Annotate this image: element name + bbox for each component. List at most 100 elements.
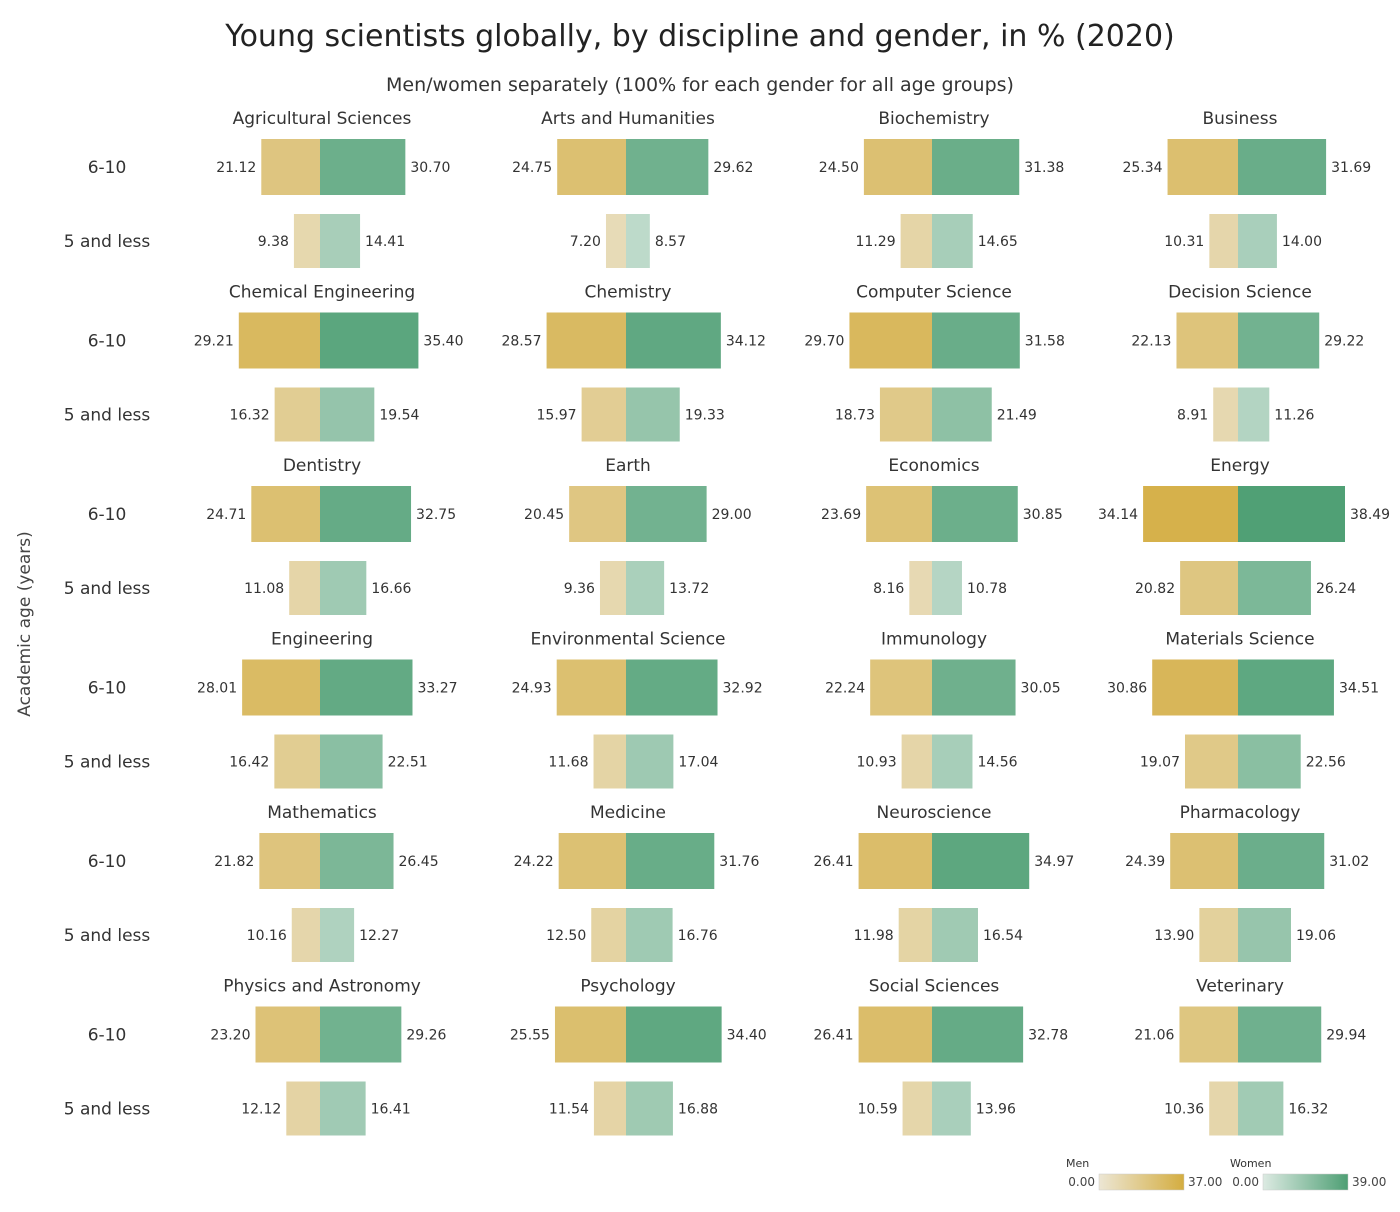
legend-women-gradient	[1262, 1173, 1349, 1191]
bar-women-engineering-6-10	[320, 659, 413, 716]
label-women-environmental-science-5-and-less: 17.04	[678, 755, 718, 771]
bar-women-dentistry-5-and-less	[320, 561, 367, 615]
panels-group: 6-10 5 and less 6-10 5 and less 6-10 5 and le…	[64, 109, 1390, 1136]
bar-women-social-sciences-5-and-less	[932, 1081, 971, 1136]
bar-men-veterinary-6-10	[1179, 1006, 1238, 1063]
bar-women-veterinary-6-10	[1238, 1006, 1322, 1063]
bar-women-chemical-engineering-6-10	[320, 312, 419, 369]
chart-title: Young scientists globally, by discipline…	[224, 19, 1175, 54]
label-men-materials-science-5-and-less: 19.07	[1140, 755, 1180, 771]
bar-women-energy-6-10	[1238, 486, 1346, 542]
label-women-agricultural-sciences-6-10: 30.70	[410, 160, 450, 176]
label-men-energy-5-and-less: 20.82	[1135, 581, 1175, 597]
bar-men-computer-science-5-and-less	[879, 387, 932, 442]
bar-women-immunology-5-and-less	[932, 734, 973, 789]
label-men-immunology-5-and-less: 10.93	[857, 755, 897, 771]
label-men-immunology-6-10: 22.24	[825, 681, 865, 697]
row-label-5-and-less: 5 and less	[64, 1100, 151, 1120]
label-women-social-sciences-6-10: 32.78	[1028, 1028, 1068, 1044]
label-men-neuroscience-5-and-less: 11.98	[854, 928, 894, 944]
bar-women-business-5-and-less	[1238, 214, 1277, 268]
bar-women-agricultural-sciences-6-10	[320, 139, 406, 195]
bar-men-economics-5-and-less	[909, 561, 932, 615]
legend-men-max: 37.00	[1188, 1175, 1222, 1189]
y-axis-title: Academic age (years)	[15, 531, 35, 717]
row-label-6-10: 6-10	[88, 679, 127, 699]
bar-men-neuroscience-5-and-less	[898, 908, 932, 962]
label-women-mathematics-6-10: 26.45	[399, 854, 439, 870]
bar-women-chemical-engineering-5-and-less	[320, 387, 375, 442]
label-women-economics-6-10: 30.85	[1023, 507, 1063, 523]
label-women-pharmacology-6-10: 31.02	[1329, 854, 1369, 870]
label-men-veterinary-5-and-less: 10.36	[1164, 1102, 1204, 1118]
panel-title-decision-science: Decision Science	[1168, 283, 1312, 303]
label-men-social-sciences-5-and-less: 10.59	[857, 1102, 897, 1118]
bar-men-energy-6-10	[1143, 486, 1238, 542]
label-women-veterinary-5-and-less: 16.32	[1288, 1102, 1328, 1118]
panel-title-biochemistry: Biochemistry	[878, 109, 989, 129]
bar-men-environmental-science-5-and-less	[593, 734, 626, 789]
panel-title-agricultural-sciences: Agricultural Sciences	[233, 109, 412, 129]
bar-men-business-6-10	[1167, 139, 1238, 195]
row-label-5-and-less: 5 and less	[64, 753, 151, 773]
bar-women-economics-6-10	[932, 486, 1018, 542]
label-women-engineering-5-and-less: 22.51	[388, 755, 428, 771]
bar-women-pharmacology-5-and-less	[1238, 908, 1291, 962]
bar-men-engineering-6-10	[242, 659, 320, 716]
bar-women-economics-5-and-less	[932, 561, 962, 615]
label-men-veterinary-6-10: 21.06	[1134, 1028, 1174, 1044]
label-women-medicine-6-10: 31.76	[719, 854, 759, 870]
bar-men-pharmacology-6-10	[1170, 833, 1238, 889]
bar-women-biochemistry-5-and-less	[932, 214, 973, 268]
bar-men-computer-science-6-10	[849, 312, 932, 369]
legend-men-title: Men	[1066, 1157, 1089, 1170]
bar-women-medicine-5-and-less	[626, 908, 673, 962]
bar-women-psychology-6-10	[626, 1006, 722, 1063]
panel-title-pharmacology: Pharmacology	[1180, 803, 1301, 823]
bar-men-social-sciences-5-and-less	[902, 1081, 932, 1136]
row-label-5-and-less: 5 and less	[64, 926, 151, 946]
label-women-dentistry-5-and-less: 16.66	[371, 581, 411, 597]
label-women-biochemistry-5-and-less: 14.65	[978, 234, 1018, 250]
label-men-engineering-6-10: 28.01	[197, 681, 237, 697]
bar-women-chemistry-6-10	[626, 312, 721, 369]
bar-women-decision-science-5-and-less	[1238, 387, 1270, 442]
bar-women-pharmacology-6-10	[1238, 833, 1325, 889]
label-women-social-sciences-5-and-less: 13.96	[976, 1102, 1016, 1118]
bar-women-physics-and-astronomy-6-10	[320, 1006, 402, 1063]
panel-title-physics-and-astronomy: Physics and Astronomy	[223, 977, 421, 997]
panel-title-energy: Energy	[1210, 456, 1270, 476]
row-label-6-10: 6-10	[88, 852, 127, 872]
label-men-biochemistry-6-10: 24.50	[819, 160, 859, 176]
row-label-5-and-less: 5 and less	[64, 406, 151, 426]
chart-subtitle: Men/women separately (100% for each gend…	[386, 74, 1014, 96]
label-women-energy-5-and-less: 26.24	[1316, 581, 1356, 597]
bar-women-mathematics-5-and-less	[320, 908, 355, 962]
label-women-business-5-and-less: 14.00	[1282, 234, 1322, 250]
panel-title-mathematics: Mathematics	[267, 803, 377, 823]
bar-men-decision-science-6-10	[1176, 312, 1238, 369]
legend-women-min: 0.00	[1232, 1175, 1259, 1189]
bar-women-decision-science-6-10	[1238, 312, 1320, 369]
bar-women-engineering-5-and-less	[320, 734, 383, 789]
bar-men-business-5-and-less	[1209, 214, 1238, 268]
label-men-engineering-5-and-less: 16.42	[229, 755, 269, 771]
label-women-neuroscience-6-10: 34.97	[1034, 854, 1074, 870]
bar-men-materials-science-5-and-less	[1184, 734, 1238, 789]
panel-title-psychology: Psychology	[580, 977, 675, 997]
label-men-economics-6-10: 23.69	[821, 507, 861, 523]
panel-title-veterinary: Veterinary	[1196, 977, 1284, 997]
bar-men-psychology-5-and-less	[593, 1081, 626, 1136]
bar-men-medicine-6-10	[558, 833, 626, 889]
label-men-mathematics-5-and-less: 10.16	[247, 928, 287, 944]
label-women-agricultural-sciences-5-and-less: 14.41	[365, 234, 405, 250]
panel-title-chemical-engineering: Chemical Engineering	[229, 283, 415, 303]
label-men-materials-science-6-10: 30.86	[1107, 681, 1147, 697]
label-women-chemical-engineering-6-10: 35.40	[423, 334, 463, 350]
bar-men-earth-6-10	[569, 486, 626, 542]
panel-title-medicine: Medicine	[590, 803, 666, 823]
bar-men-mathematics-6-10	[259, 833, 320, 889]
bar-men-dentistry-6-10	[251, 486, 320, 542]
bar-men-chemistry-6-10	[546, 312, 626, 369]
